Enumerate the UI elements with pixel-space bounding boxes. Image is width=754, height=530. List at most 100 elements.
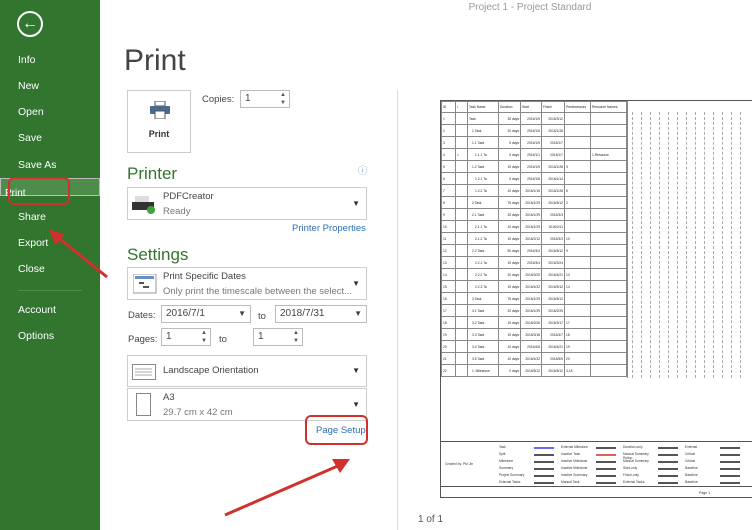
copies-value: 1 <box>245 93 251 104</box>
indicator-cell <box>455 184 468 197</box>
table-cell: 2016/5/12 <box>520 364 542 377</box>
indicator-cell <box>455 280 468 293</box>
table-cell <box>590 208 627 221</box>
legend-swatch <box>720 454 740 456</box>
table-cell: 2016/4/22 <box>520 280 542 293</box>
print-range-title: Print Specific Dates <box>163 271 246 282</box>
table-cell: 3.2 Task <box>467 316 499 329</box>
date-to-select[interactable]: 2018/7/31 ▼ <box>275 305 367 323</box>
table-cell: 1. Milestone <box>467 364 499 377</box>
table-row: 16 3.Task 75 days 2016/1/29 2016/5/12 <box>441 292 627 305</box>
legend-item: Inactive Summary <box>561 473 588 477</box>
table-cell <box>564 256 591 269</box>
table-cell: 35 days <box>498 112 521 125</box>
sidebar-item-share[interactable]: Share <box>18 211 47 223</box>
table-cell: 6 <box>564 184 591 197</box>
table-row: 1 Task 35 days 2016/1/5 2016/3/12 <box>441 112 627 125</box>
table-cell: 2.1.1 Ta <box>467 220 499 233</box>
orientation-dropdown[interactable]: Landscape Orientation ▼ <box>127 355 367 387</box>
printer-dropdown[interactable]: PDFCreator Ready ▼ <box>127 187 367 220</box>
printer-name: PDFCreator <box>163 191 214 202</box>
legend-swatch <box>596 475 616 477</box>
indicator-cell <box>455 112 468 125</box>
legend-item: Split <box>499 452 506 456</box>
page-from-stepper[interactable]: 1 ▲ ▼ <box>161 328 211 346</box>
table-cell: 2016/2/25 <box>541 304 565 317</box>
table-cell <box>590 124 627 137</box>
table-cell: 20 <box>441 340 456 353</box>
table-row: 19 3.3 Task 15 days 2016/3/18 2016/4/7 18 <box>441 328 627 341</box>
sidebar-item-open[interactable]: Open <box>18 106 44 118</box>
legend-swatch <box>534 454 554 456</box>
table-row: 14 2.2.2 Ta 20 days 2016/3/25 2016/4/21 13 <box>441 268 627 281</box>
sidebar-item-info[interactable]: Info <box>18 54 36 66</box>
table-cell: 11 <box>441 232 456 245</box>
table-cell <box>590 244 627 257</box>
table-cell: 2016/3/4 <box>520 244 542 257</box>
table-row: 11 2.1.2 Ta 15 days 2016/2/12 2016/3/3 10 <box>441 232 627 245</box>
table-cell: 2.2.2 Ta <box>467 268 499 281</box>
table-row: 4 ■ 1.1.1 Ta 5 days 2016/1/1 2016/1/7 1.Resour… <box>441 148 627 161</box>
indicator-cell <box>455 136 468 149</box>
page-title: Print <box>124 44 186 77</box>
print-button[interactable]: Print <box>127 90 191 153</box>
printer-properties-link[interactable]: Printer Properties <box>292 223 366 234</box>
stepper-arrows-icon[interactable]: ▲ ▼ <box>280 92 286 106</box>
legend-swatch <box>596 447 616 449</box>
table-cell: 1 <box>441 112 456 125</box>
stepper-arrows-icon[interactable]: ▲ ▼ <box>201 330 207 344</box>
indicator-cell <box>455 364 468 377</box>
table-cell: 2016/1/29 <box>520 208 542 221</box>
sidebar-item-new[interactable]: New <box>18 80 40 92</box>
legend-swatch <box>596 482 616 484</box>
chevron-down-icon: ▼ <box>352 279 360 288</box>
table-row: 17 3.1 Task 20 days 2016/1/29 2016/2/25 <box>441 304 627 317</box>
table-cell: 13 <box>564 268 591 281</box>
legend-swatch <box>534 461 554 463</box>
table-row: 22 1. Milestone 0 days 2016/5/12 2016/5/12 3,… <box>441 364 627 377</box>
column-header: Predecessors <box>564 101 591 113</box>
table-cell: 8 <box>441 196 456 209</box>
page-to-stepper[interactable]: 1 ▲ ▼ <box>253 328 303 346</box>
annotation-highlight-page-setup <box>305 415 368 445</box>
table-cell: 2016/4/7 <box>541 328 565 341</box>
table-cell: 10 days <box>498 352 521 365</box>
printer-icon <box>150 101 170 119</box>
legend-swatch <box>534 475 554 477</box>
sidebar-item-close[interactable]: Close <box>18 263 45 275</box>
table-cell: 14 <box>441 268 456 281</box>
table-cell: 3.5 Task <box>467 352 499 365</box>
sidebar-item-export[interactable]: Export <box>18 237 49 249</box>
legend-item: Task <box>499 445 506 449</box>
print-range-description: Only print the timescale between the sel… <box>163 286 353 297</box>
table-cell <box>590 364 627 377</box>
sidebar-item-save-as[interactable]: Save As <box>18 159 57 171</box>
chevron-down-icon: ▼ <box>352 366 360 375</box>
sidebar-item-account[interactable]: Account <box>18 304 56 316</box>
sidebar-item-options[interactable]: Options <box>18 330 55 342</box>
table-cell: 2016/1/14 <box>541 172 565 185</box>
table-cell <box>590 172 627 185</box>
back-arrow-icon[interactable]: ← <box>17 11 43 37</box>
table-cell: 3,18 <box>564 364 591 377</box>
table-cell: 17 <box>564 316 591 329</box>
sidebar-item-save[interactable]: Save <box>18 132 42 144</box>
legend-item: Baseline <box>685 466 698 470</box>
printer-ready-icon <box>132 196 155 214</box>
info-icon[interactable]: ⓘ <box>358 166 368 177</box>
legend-swatch <box>658 482 678 484</box>
date-from-select[interactable]: 2016/7/1 ▼ <box>161 305 251 323</box>
timescale-gridline <box>677 112 678 378</box>
copies-stepper[interactable]: 1 ▲ ▼ <box>240 90 290 108</box>
page-setup-link[interactable]: Page Setup <box>316 425 366 436</box>
print-range-dropdown[interactable]: Print Specific Dates Only print the time… <box>127 267 367 300</box>
table-cell <box>590 268 627 281</box>
stepper-arrows-icon[interactable]: ▲ ▼ <box>293 330 299 344</box>
table-row: 15 2.2.3 Ta 15 days 2016/4/22 2016/5/12 14 <box>441 280 627 293</box>
printer-heading: Printer <box>127 164 178 183</box>
table-cell: 19 <box>441 328 456 341</box>
chevron-down-icon: ▼ <box>354 309 362 318</box>
table-cell: 2016/1/7 <box>541 136 565 149</box>
legend-item: Baseline <box>685 480 698 484</box>
timescale-gridline <box>713 112 714 378</box>
